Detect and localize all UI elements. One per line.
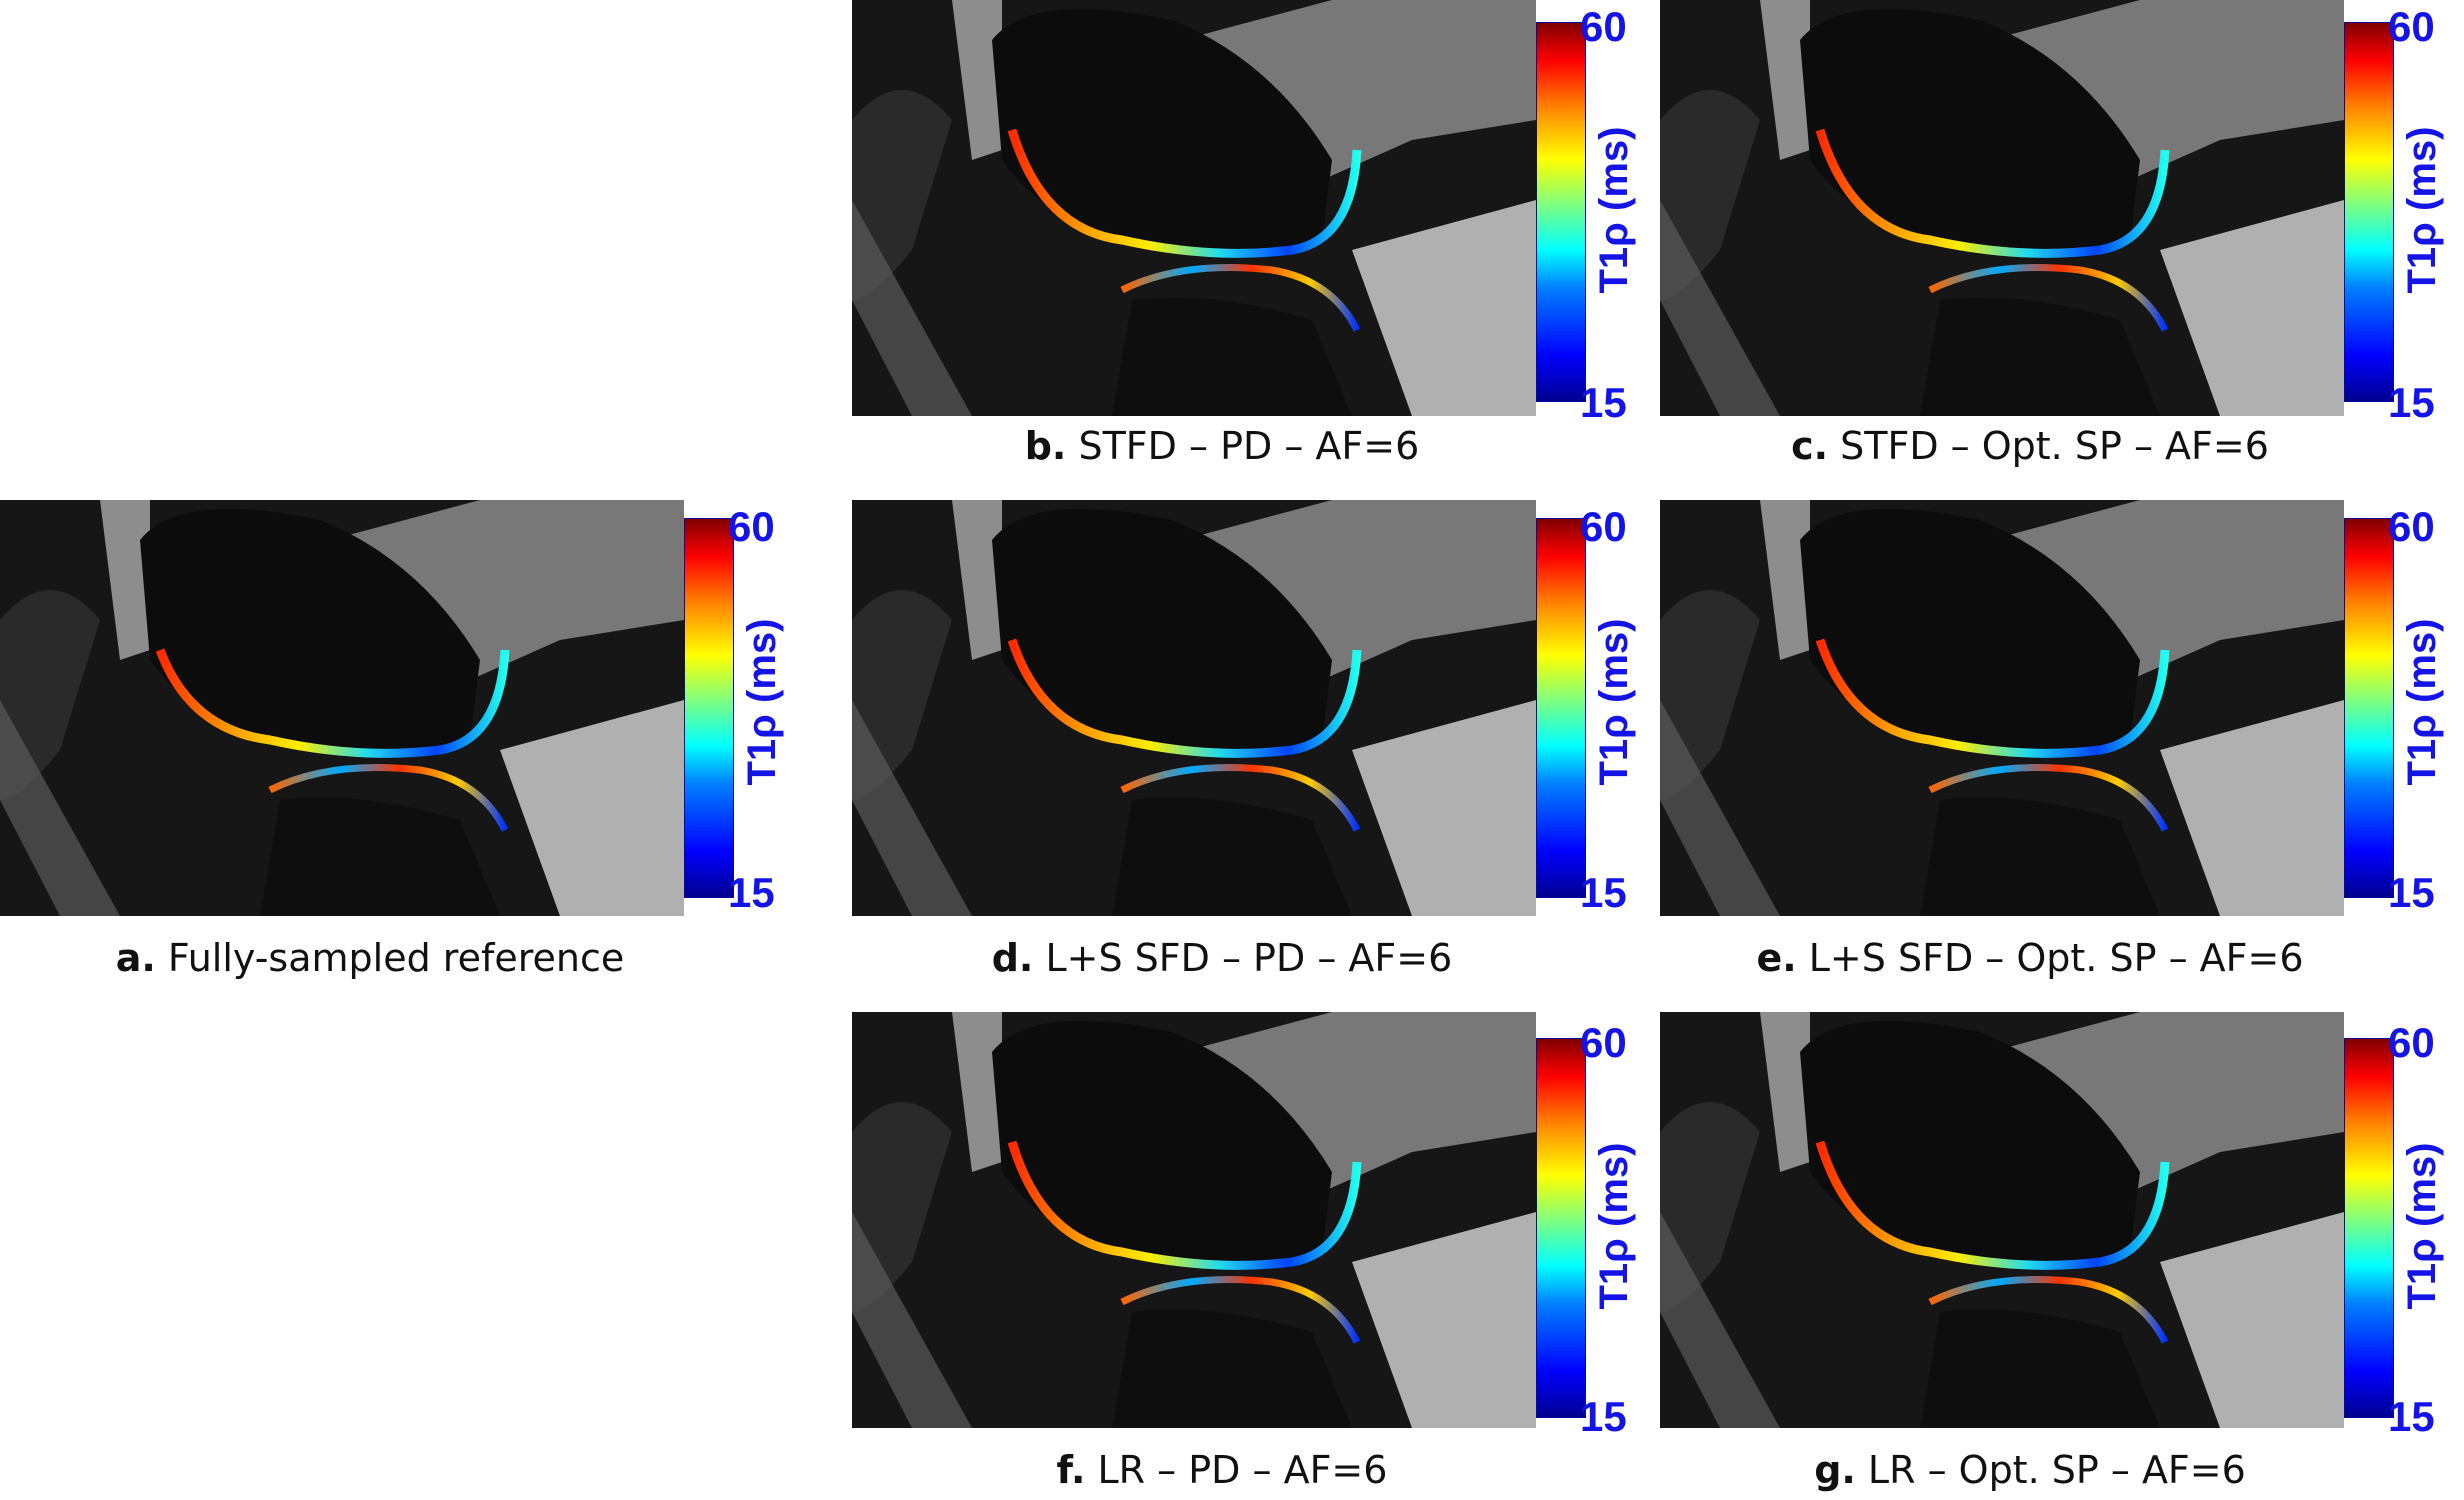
colorbar-a — [684, 518, 734, 898]
colorbar-min-f: 15 — [1580, 1393, 1627, 1440]
caption-letter-f: f. — [1056, 1448, 1086, 1492]
caption-a: a. Fully-sampled reference — [0, 936, 740, 980]
colorbar-min-e: 15 — [2388, 869, 2435, 916]
caption-c: c. STFD – Opt. SP – AF=6 — [1660, 424, 2400, 468]
mri-image-d — [852, 500, 1536, 916]
colorbar-title-e: T1ρ (ms) — [2400, 618, 2444, 786]
colorbar-max-c: 60 — [2388, 3, 2435, 50]
colorbar-title-a: T1ρ (ms) — [740, 618, 784, 786]
colorbar-max-d: 60 — [1580, 503, 1627, 550]
caption-text-f: LR – PD – AF=6 — [1097, 1448, 1388, 1492]
colorbar-max-a: 60 — [728, 503, 775, 550]
caption-d: d. L+S SFD – PD – AF=6 — [852, 936, 1592, 980]
mri-image-a — [0, 500, 684, 916]
mri-image-b — [852, 0, 1536, 416]
colorbar-e — [2344, 518, 2394, 898]
colorbar-title-f: T1ρ (ms) — [1592, 1142, 1636, 1310]
caption-g: g. LR – Opt. SP – AF=6 — [1660, 1448, 2400, 1492]
caption-letter-a: a. — [115, 936, 156, 980]
caption-letter-c: c. — [1791, 424, 1829, 468]
caption-e: e. L+S SFD – Opt. SP – AF=6 — [1660, 936, 2400, 980]
caption-letter-e: e. — [1756, 936, 1797, 980]
caption-text-d: L+S SFD – PD – AF=6 — [1045, 936, 1453, 980]
mri-image-e — [1660, 500, 2344, 916]
colorbar-min-g: 15 — [2388, 1393, 2435, 1440]
colorbar-f — [1536, 1038, 1586, 1418]
colorbar-min-a: 15 — [728, 869, 775, 916]
colorbar-title-c: T1ρ (ms) — [2400, 126, 2444, 294]
caption-text-b: STFD – PD – AF=6 — [1078, 424, 1420, 468]
caption-letter-b: b. — [1024, 424, 1067, 468]
colorbar-min-d: 15 — [1580, 869, 1627, 916]
caption-text-e: L+S SFD – Opt. SP – AF=6 — [1808, 936, 2304, 980]
colorbar-max-f: 60 — [1580, 1019, 1627, 1066]
colorbar-d — [1536, 518, 1586, 898]
caption-letter-d: d. — [991, 936, 1034, 980]
colorbar-b — [1536, 22, 1586, 402]
caption-b: b. STFD – PD – AF=6 — [852, 424, 1592, 468]
colorbar-max-e: 60 — [2388, 503, 2435, 550]
colorbar-max-g: 60 — [2388, 1019, 2435, 1066]
colorbar-min-c: 15 — [2388, 379, 2435, 426]
mri-image-g — [1660, 1012, 2344, 1428]
caption-letter-g: g. — [1814, 1448, 1856, 1492]
colorbar-min-b: 15 — [1580, 379, 1627, 426]
caption-text-c: STFD – Opt. SP – AF=6 — [1840, 424, 2269, 468]
colorbar-g — [2344, 1038, 2394, 1418]
colorbar-title-d: T1ρ (ms) — [1592, 618, 1636, 786]
colorbar-c — [2344, 22, 2394, 402]
colorbar-title-b: T1ρ (ms) — [1592, 126, 1636, 294]
mri-image-f — [852, 1012, 1536, 1428]
colorbar-title-g: T1ρ (ms) — [2400, 1142, 2444, 1310]
caption-f: f. LR – PD – AF=6 — [852, 1448, 1592, 1492]
colorbar-max-b: 60 — [1580, 3, 1627, 50]
mri-image-c — [1660, 0, 2344, 416]
caption-text-g: LR – Opt. SP – AF=6 — [1867, 1448, 2246, 1492]
caption-text-a: Fully-sampled reference — [167, 936, 625, 980]
